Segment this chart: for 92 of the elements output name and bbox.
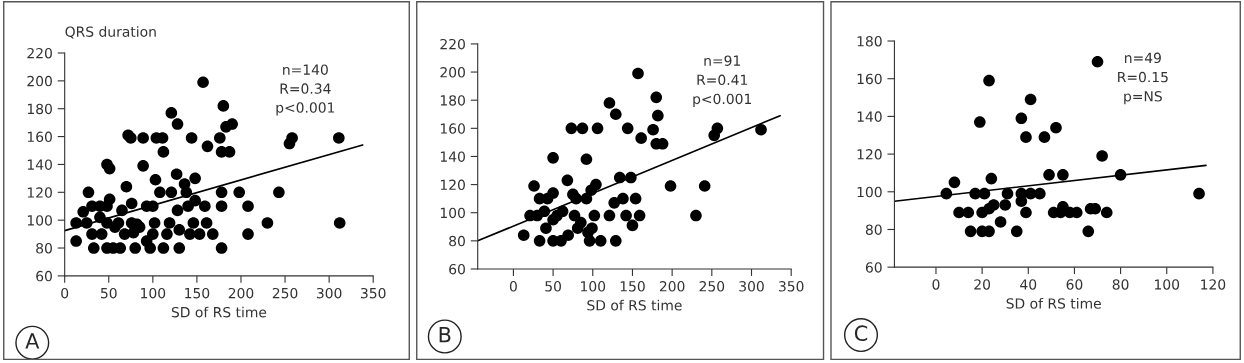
y-tick-label: 220 [27,47,52,59]
x-tick-label: 250 [272,287,298,299]
point [983,74,995,87]
x-tick-label: 250 [699,281,725,292]
x-axis-title: SD of RS time [1006,297,1101,309]
point [1010,225,1023,238]
y-tick-label: 60 [449,263,465,275]
y-tick-label: 180 [857,35,882,47]
y-tick-label: 220 [440,38,465,50]
point [999,199,1012,211]
y-tick-label: 180 [27,103,52,115]
point [948,176,961,189]
text: B [439,327,451,343]
x-tick-label: 120 [1201,279,1226,290]
x-tick-label: 150 [185,287,210,299]
point [1082,225,1095,238]
point [964,225,977,238]
x-axis-title: SD of RS time [587,299,682,311]
y-axis-title: QRS duration [65,26,156,39]
x-tick-label: 150 [620,281,645,292]
point [1001,187,1014,200]
point [940,187,953,200]
y-tick-label: 160 [27,131,52,143]
x-tick-label: 100 [141,287,166,299]
x-tick-label: 350 [778,281,804,292]
point [1057,169,1069,181]
y-tick-label: 140 [27,159,52,170]
x-tick-label: 200 [659,281,685,292]
x-tick-label: 80 [1112,279,1129,290]
x-tick-label: 40 [1020,279,1037,290]
y-tick-label: 160 [857,73,882,85]
x-tick-label: 300 [739,281,764,292]
x-tick-label: 300 [316,287,342,299]
point [1034,187,1046,200]
annotation: R=0.34 [280,83,331,94]
point [962,206,975,219]
y-tick-label: 80 [36,242,52,254]
y-tick-label: 100 [857,186,882,198]
x-tick-label: 60 [1066,279,1083,290]
y-tick-label: 180 [440,95,465,106]
point [1038,131,1051,143]
y-tick-label: 60 [36,270,52,282]
y-tick-label: 60 [865,262,882,273]
x-tick-label: 100 [1155,279,1180,290]
text: A [25,333,40,349]
point [987,199,1000,211]
text: C [854,325,868,342]
y-tick-label: 200 [440,67,465,78]
annotation: p<0.001 [693,93,752,107]
point [974,116,986,128]
y-tick-label: 100 [440,207,465,219]
point [1091,55,1104,68]
y-tick-label: 80 [449,235,465,247]
point [1114,169,1127,181]
annotation: n=49 [1125,52,1161,64]
y-tick-label: 100 [27,215,52,226]
x-tick-label: 0 [61,287,69,299]
x-tick-label: 50 [101,287,117,299]
x-tick-label: 0 [509,281,517,292]
annotation: R=0.41 [697,74,748,86]
x-axis-title: SD of RS time [171,306,267,318]
annotation: p<0.001 [276,102,335,116]
annotation: n=91 [704,55,740,66]
point [985,172,998,185]
y-tick-label: 200 [27,75,52,87]
point [1100,206,1113,219]
y-tick-label: 120 [857,149,882,160]
x-tick-label: 100 [581,281,606,292]
y-tick-label: 140 [440,151,465,162]
y-tick-label: 80 [865,224,882,235]
annotation: p=NS [1124,91,1162,105]
x-tick-label: 0 [932,279,940,290]
point [1043,169,1055,181]
annotation: n=140 [283,64,328,75]
y-tick-label: 120 [440,179,465,191]
point [1050,121,1062,134]
point [1020,206,1032,219]
point [1193,187,1205,200]
point [994,216,1007,228]
annotation: R=0.15 [1118,71,1168,83]
point [1015,112,1028,125]
x-tick-label: 20 [974,279,991,290]
y-tick-label: 140 [857,111,882,122]
x-tick-label: 350 [361,287,386,299]
y-tick-label: 160 [440,123,465,134]
point [1024,93,1037,106]
y-tick-label: 120 [27,187,52,198]
point [1020,131,1032,143]
point [1096,150,1108,162]
x-tick-label: 50 [545,281,562,292]
point [978,187,991,200]
x-tick-label: 200 [228,287,254,299]
